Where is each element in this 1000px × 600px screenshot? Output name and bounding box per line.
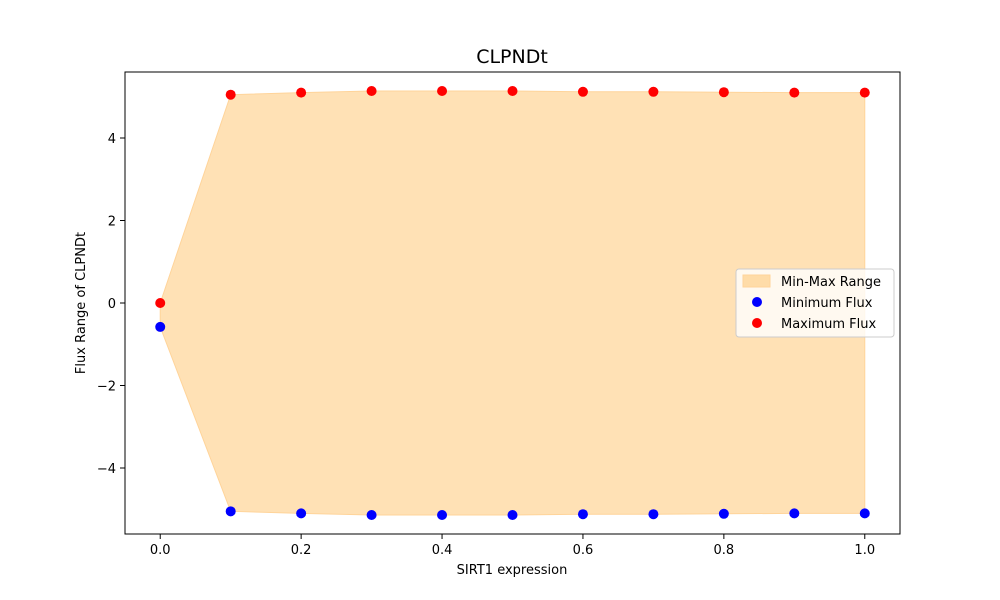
max-flux-point [789, 87, 800, 98]
x-axis: 0.0 0.2 0.4 0.6 0.8 1.0 [150, 534, 875, 558]
legend-label-min: Minimum Flux [781, 296, 873, 311]
chart-title: CLPNDt [476, 46, 548, 68]
legend: Min-Max Range Minimum Flux Maximum Flux [735, 268, 895, 338]
legend-label-range: Min-Max Range [781, 275, 881, 290]
x-tick-label: 0.0 [150, 543, 171, 558]
x-tick-label: 0.2 [291, 543, 312, 558]
x-tick-label: 0.4 [432, 543, 453, 558]
y-tick-label: −4 [97, 462, 116, 477]
min-flux-point [789, 508, 800, 519]
max-flux-point [155, 298, 166, 308]
min-flux-point [437, 510, 448, 521]
y-tick-label: 0 [108, 297, 116, 312]
min-flux-point [507, 510, 518, 521]
y-axis: −4 −2 0 2 4 [97, 132, 125, 477]
x-tick-label: 1.0 [854, 543, 875, 558]
y-tick-label: −2 [97, 380, 116, 395]
x-axis-label: SIRT1 expression [457, 563, 568, 578]
max-flux-point [437, 85, 448, 96]
max-flux-point [225, 89, 236, 100]
legend-label-max: Maximum Flux [781, 317, 877, 332]
max-flux-point [296, 87, 307, 98]
y-tick-label: 4 [108, 132, 116, 147]
min-flux-point [718, 508, 729, 519]
plot-area [155, 85, 870, 521]
min-flux-point [296, 508, 307, 519]
min-flux-point [859, 508, 870, 519]
min-flux-point [155, 321, 166, 332]
max-flux-point [859, 87, 870, 98]
legend-marker-max [752, 318, 762, 328]
max-flux-point [366, 85, 377, 96]
max-flux-point [507, 85, 518, 96]
legend-box [735, 268, 895, 338]
x-tick-label: 0.6 [573, 543, 594, 558]
max-flux-point [648, 86, 659, 97]
max-flux-point [718, 87, 729, 98]
min-flux-point [225, 506, 236, 517]
y-tick-label: 2 [108, 215, 116, 230]
x-tick-label: 0.8 [714, 543, 735, 558]
legend-swatch-range [742, 274, 771, 288]
max-flux-point [577, 86, 588, 97]
legend-marker-min [752, 297, 762, 307]
min-flux-point [648, 509, 659, 520]
y-axis-label: Flux Range of CLPNDt [74, 232, 89, 374]
min-flux-point [577, 509, 588, 520]
min-flux-point [366, 510, 377, 521]
